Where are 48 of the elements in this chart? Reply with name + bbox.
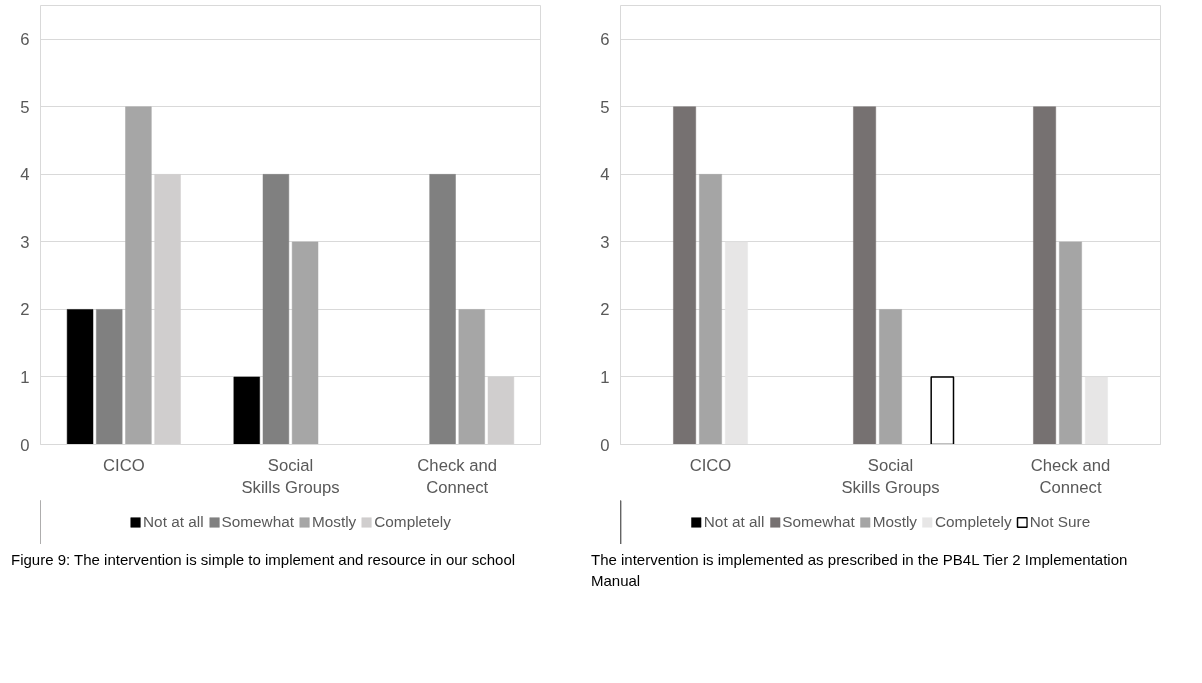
bar <box>699 174 722 445</box>
caption: Figure 9: The intervention is simple to implement and resource in our school <box>11 550 516 570</box>
x-tick-label: Check and Connect <box>417 455 497 498</box>
y-tick-label: 4 <box>20 165 30 185</box>
bar <box>262 174 290 445</box>
legend-label: Not at all <box>703 513 765 531</box>
bar <box>673 106 696 445</box>
legend-label: Mostly <box>311 513 357 531</box>
bar <box>725 241 748 445</box>
legend-label: Not Sure <box>1029 513 1091 531</box>
bar <box>1059 241 1082 445</box>
text: The intervention is implemented as prescribed in the PB4L Tier 2 Implementation Manual <box>591 550 1129 592</box>
y-tick-label: 0 <box>600 435 610 455</box>
y-tick-label: 6 <box>600 30 610 50</box>
x-tick-label: CICO <box>103 455 145 475</box>
bar <box>291 241 319 445</box>
y-tick-label: 5 <box>600 97 610 117</box>
y-tick-label: 4 <box>600 165 610 185</box>
legend-label: Not at all <box>143 513 204 531</box>
y-tick-label: 3 <box>600 232 610 252</box>
legend-label: Somewhat <box>221 513 294 531</box>
y-tick-label: 0 <box>20 435 30 455</box>
legend-label: Completely <box>935 513 1012 531</box>
bar <box>233 376 260 445</box>
x-tick-label: Social Skills Groups <box>841 455 940 498</box>
bar <box>1085 376 1108 445</box>
y-tick-label: 2 <box>20 300 30 320</box>
y-tick-label: 5 <box>20 97 30 117</box>
y-tick-label: 2 <box>600 300 610 320</box>
y-tick-label: 1 <box>20 367 30 387</box>
bar <box>96 309 123 445</box>
bar <box>853 106 876 445</box>
y-tick-label: 3 <box>20 232 30 252</box>
y-tick-label: 1 <box>600 367 610 387</box>
x-tick-label: CICO <box>689 455 732 475</box>
bar <box>125 106 152 445</box>
y-tick-label: 6 <box>20 30 30 50</box>
x-tick-label: Social Skills Groups <box>241 455 340 498</box>
bar <box>458 309 485 445</box>
bar <box>1033 106 1056 445</box>
bar <box>429 174 456 445</box>
bar <box>66 309 94 445</box>
x-tick-label: Check and Connect <box>1030 455 1111 498</box>
bar <box>879 309 902 445</box>
bar <box>930 376 955 445</box>
legend-label: Completely <box>374 513 451 531</box>
legend-label: Somewhat <box>782 513 855 531</box>
legend-label: Mostly <box>872 513 918 531</box>
